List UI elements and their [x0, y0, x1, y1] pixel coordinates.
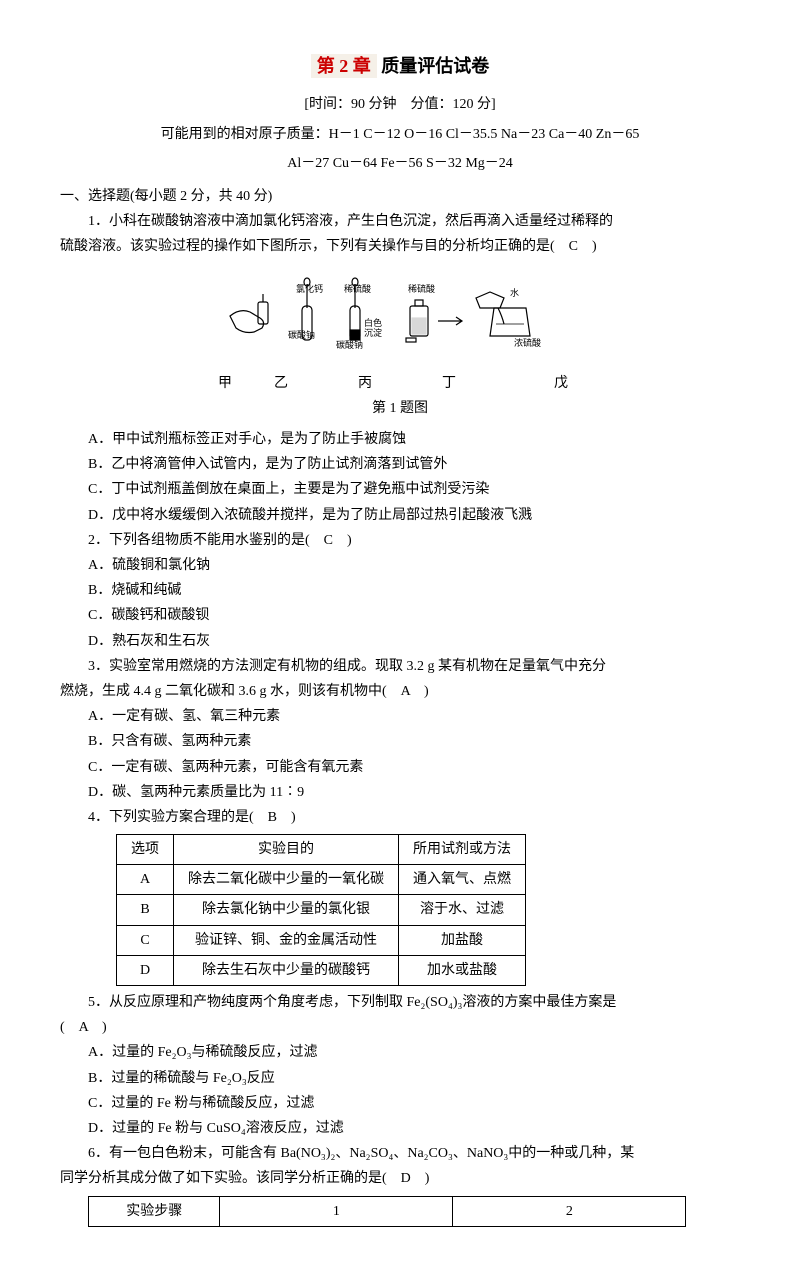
table-row: B 除去氯化钠中少量的氯化银 溶于水、过滤 — [117, 895, 526, 925]
q3-text-b: 燃烧，生成 4.4 g 二氧化碳和 3.6 g 水，则该有机物中( A ) — [60, 679, 740, 704]
label-precip: 沉淀 — [364, 327, 382, 338]
q5-opt-d: D．过量的 Fe 粉与 CuSO₄溶液反应，过滤 — [60, 1116, 740, 1141]
q4-table: 选项 实验目的 所用试剂或方法 A 除去二氧化碳中少量的一氧化碳 通入氧气、点燃… — [116, 834, 526, 986]
label-na2co3-1: 碳酸钠 — [288, 329, 315, 340]
label-conc: 浓硫酸 — [514, 337, 541, 348]
q2-text: 2．下列各组物质不能用水鉴别的是( C ) — [60, 528, 740, 553]
q2-opt-b: B．烧碱和纯碱 — [60, 578, 740, 603]
t4-h1: 选项 — [117, 835, 174, 865]
q4-text: 4．下列实验方案合理的是( B ) — [60, 805, 740, 830]
table-row: A 除去二氧化碳中少量的一氧化碳 通入氧气、点燃 — [117, 865, 526, 895]
page-title: 第 2 章 质量评估试卷 — [60, 50, 740, 82]
q3-opt-b: B．只含有碳、氢两种元素 — [60, 729, 740, 754]
label-h2so4-1: 稀硫酸 — [344, 283, 371, 294]
q2-opt-d: D．熟石灰和生石灰 — [60, 629, 740, 654]
q5-opt-b: B．过量的稀硫酸与 Fe₂O₃反应 — [60, 1066, 740, 1091]
q3-opt-d: D．碳、氢两种元素质量比为 11∶9 — [60, 780, 740, 805]
q5-opt-c: C．过量的 Fe 粉与稀硫酸反应，过滤 — [60, 1091, 740, 1116]
q1-text-a: 1．小科在碳酸钠溶液中滴加氯化钙溶液，产生白色沉淀，然后再滴入适量经过稀释的 — [60, 209, 740, 234]
label-water: 水 — [510, 287, 519, 298]
table-row: C 验证锌、铜、金的金属活动性 加盐酸 — [117, 925, 526, 955]
label-h2so4-2: 稀硫酸 — [408, 283, 435, 294]
q1-opt-a: A．甲中试剂瓶标签正对手心，是为了防止手被腐蚀 — [60, 427, 740, 452]
q1-opt-b: B．乙中将滴管伸入试管内，是为了防止试剂滴落到试管外 — [60, 452, 740, 477]
t4-h2: 实验目的 — [174, 835, 399, 865]
q5-opt-a: A．过量的 Fe₂O₃与稀硫酸反应，过滤 — [60, 1040, 740, 1065]
q3-text-a: 3．实验室常用燃烧的方法测定有机物的组成。现取 3.2 g 某有机物在足量氧气中… — [60, 654, 740, 679]
q1-text-b: 硫酸溶液。该实验过程的操作如下图所示，下列有关操作与目的分析均正确的是( C ) — [60, 234, 740, 259]
subtitle-time: [时间：90 分钟 分值：120 分] — [60, 92, 740, 117]
atomic-mass-2: Al－27 Cu－64 Fe－56 S－32 Mg－24 — [60, 151, 740, 176]
diagram-caption: 第 1 题图 — [60, 396, 740, 421]
q6-table: 实验步骤 1 2 — [88, 1196, 686, 1227]
diagram-labels: 甲 乙 丙 丁 戊 — [60, 371, 740, 396]
q2-opt-c: C．碳酸钙和碳酸钡 — [60, 603, 740, 628]
label-cacl2: 氯化钙 — [296, 283, 323, 294]
q1-opt-c: C．丁中试剂瓶盖倒放在桌面上，主要是为了避免瓶中试剂受污染 — [60, 477, 740, 502]
q5-text-a: 5．从反应原理和产物纯度两个角度考虑，下列制取 Fe₂(SO₄)₃溶液的方案中最… — [60, 990, 740, 1015]
q1-diagram: 氯化钙 碳酸钠 稀硫酸 碳酸钠 白色 沉淀 稀硫酸 水 浓硫酸 — [60, 266, 740, 365]
q2-opt-a: A．硫酸铜和氯化钠 — [60, 553, 740, 578]
table-row: 选项 实验目的 所用试剂或方法 — [117, 835, 526, 865]
q6-text-a: 6．有一包白色粉末，可能含有 Ba(NO₃)₂、Na₂SO₄、Na₂CO₃、Na… — [60, 1141, 740, 1166]
title-rest: 质量评估试卷 — [377, 56, 490, 76]
q3-opt-c: C．一定有碳、氢两种元素，可能含有氧元素 — [60, 755, 740, 780]
label-white: 白色 — [364, 317, 382, 328]
section-1-heading: 一、选择题(每小题 2 分，共 40 分) — [60, 184, 740, 209]
t4-h3: 所用试剂或方法 — [399, 835, 526, 865]
q6-text-b: 同学分析其成分做了如下实验。该同学分析正确的是( D ) — [60, 1166, 740, 1191]
label-na2co3-2: 碳酸钠 — [336, 339, 363, 350]
q3-opt-a: A．一定有碳、氢、氧三种元素 — [60, 704, 740, 729]
table-row: D 除去生石灰中少量的碳酸钙 加水或盐酸 — [117, 955, 526, 985]
title-prefix: 第 2 章 — [311, 54, 377, 78]
atomic-mass-1: 可能用到的相对原子质量：H－1 C－12 O－16 Cl－35.5 Na－23 … — [60, 122, 740, 147]
table-row: 实验步骤 1 2 — [89, 1196, 686, 1226]
q5-text-b: ( A ) — [60, 1015, 740, 1040]
q1-opt-d: D．戊中将水缓缓倒入浓硫酸并搅拌，是为了防止局部过热引起酸液飞溅 — [60, 503, 740, 528]
